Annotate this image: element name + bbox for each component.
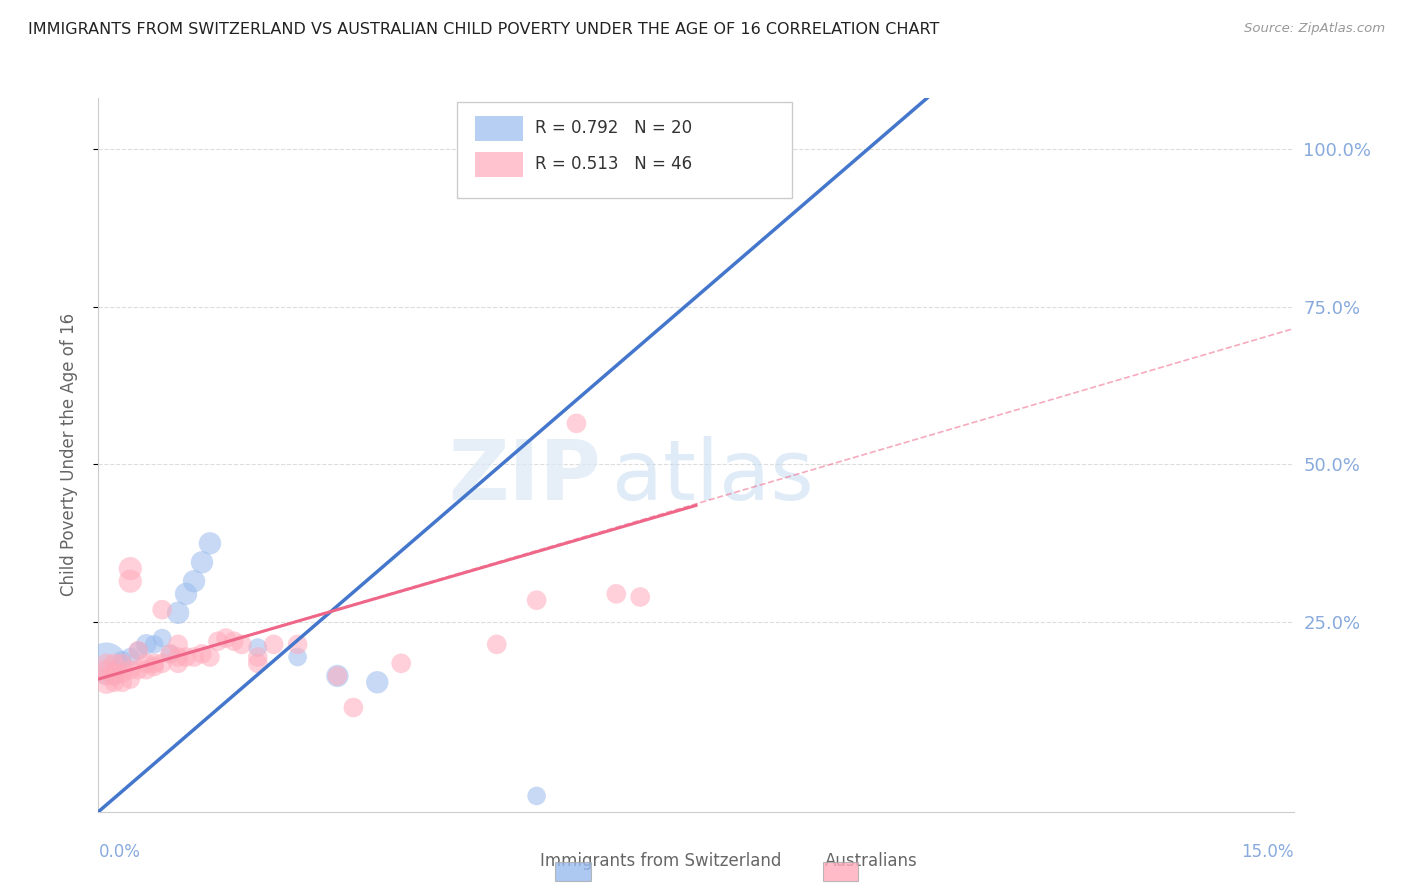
Point — [120, 650, 142, 665]
Point — [135, 657, 157, 671]
Point — [143, 659, 166, 673]
Point — [366, 675, 388, 690]
Point — [111, 675, 134, 690]
Point — [526, 593, 548, 607]
Point — [198, 536, 221, 550]
Point — [167, 657, 190, 671]
Point — [485, 637, 508, 651]
Text: R = 0.513   N = 46: R = 0.513 N = 46 — [534, 155, 692, 173]
Point — [326, 669, 349, 683]
Point — [111, 665, 134, 680]
Point — [143, 657, 166, 671]
Point — [143, 637, 166, 651]
FancyBboxPatch shape — [475, 116, 523, 141]
Point — [628, 590, 651, 604]
Point — [120, 561, 142, 575]
Point — [120, 672, 142, 686]
Point — [246, 657, 269, 671]
Point — [174, 650, 197, 665]
Point — [103, 663, 125, 677]
Point — [526, 789, 548, 803]
Point — [167, 637, 190, 651]
Point — [565, 417, 588, 431]
Point — [103, 675, 125, 690]
Text: atlas: atlas — [613, 436, 814, 516]
Point — [183, 574, 205, 589]
Point — [127, 643, 149, 657]
Point — [191, 647, 214, 661]
Point — [120, 574, 142, 589]
Point — [111, 657, 134, 671]
Point — [159, 647, 181, 661]
Point — [96, 657, 118, 671]
Point — [222, 634, 245, 648]
Point — [111, 653, 134, 667]
Point — [342, 700, 364, 714]
Point — [96, 675, 118, 690]
Point — [246, 650, 269, 665]
Point — [167, 606, 190, 620]
Point — [103, 657, 125, 671]
Point — [120, 663, 142, 677]
Point — [103, 669, 125, 683]
Point — [661, 163, 683, 178]
Point — [287, 637, 309, 651]
Point — [167, 650, 190, 665]
Point — [96, 663, 118, 677]
Text: ZIP: ZIP — [449, 436, 600, 516]
Point — [326, 669, 349, 683]
Point — [135, 663, 157, 677]
Point — [263, 637, 285, 651]
Text: R = 0.792   N = 20: R = 0.792 N = 20 — [534, 120, 692, 137]
Point — [605, 587, 627, 601]
Point — [127, 643, 149, 657]
Point — [389, 657, 412, 671]
Text: IMMIGRANTS FROM SWITZERLAND VS AUSTRALIAN CHILD POVERTY UNDER THE AGE OF 16 CORR: IMMIGRANTS FROM SWITZERLAND VS AUSTRALIA… — [28, 22, 939, 37]
Point — [103, 669, 125, 683]
Text: Australians: Australians — [825, 852, 918, 870]
Point — [150, 631, 173, 645]
Point — [150, 602, 173, 616]
Point — [207, 634, 229, 648]
Point — [135, 637, 157, 651]
Text: Source: ZipAtlas.com: Source: ZipAtlas.com — [1244, 22, 1385, 36]
FancyBboxPatch shape — [475, 152, 523, 177]
Point — [96, 657, 118, 671]
Point — [150, 657, 173, 671]
Point — [198, 650, 221, 665]
Text: 0.0%: 0.0% — [98, 843, 141, 861]
Point — [231, 637, 253, 651]
Point — [246, 640, 269, 655]
Point — [191, 555, 214, 569]
Point — [159, 647, 181, 661]
Point — [287, 650, 309, 665]
Text: Immigrants from Switzerland: Immigrants from Switzerland — [540, 852, 782, 870]
Point — [103, 665, 125, 680]
Point — [183, 650, 205, 665]
FancyBboxPatch shape — [457, 102, 792, 198]
Point — [127, 663, 149, 677]
Point — [96, 669, 118, 683]
Y-axis label: Child Poverty Under the Age of 16: Child Poverty Under the Age of 16 — [59, 313, 77, 597]
Point — [215, 631, 238, 645]
Text: 15.0%: 15.0% — [1241, 843, 1294, 861]
Point — [174, 587, 197, 601]
